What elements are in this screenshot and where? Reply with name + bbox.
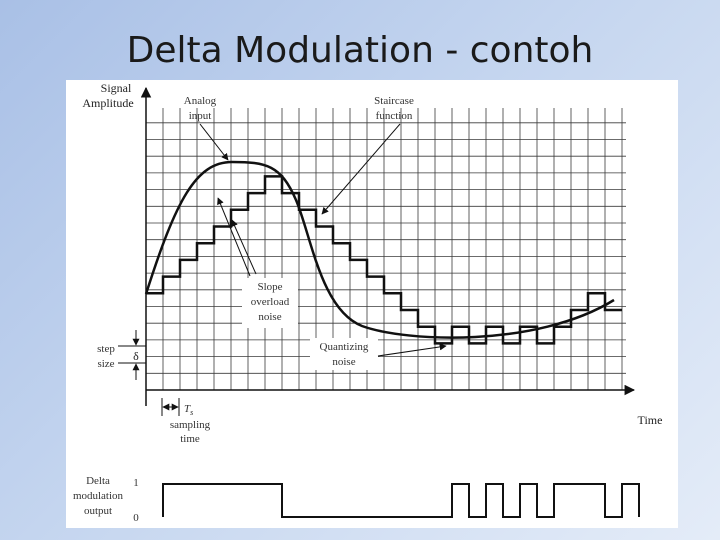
x-axis-label: Time [638, 413, 663, 427]
delta-modulation-bitstream [162, 483, 640, 518]
plot-grid [145, 108, 626, 391]
staircase-label-line1: Staircase [374, 95, 414, 107]
staircase-function [146, 175, 622, 345]
sampling-time-label-line2: time [180, 433, 200, 445]
quantizing-noise-label-line1: Quantizing [320, 341, 369, 353]
delta-modulation-figure: Signal Amplitude Time Analog input Stair… [66, 80, 678, 528]
output-label-line2: modulation [73, 490, 124, 502]
delta-modulation-diagram: Signal Amplitude Time Analog input Stair… [73, 81, 663, 524]
y-axis-label-line2: Amplitude [82, 96, 133, 110]
sampling-symbol-bg [180, 400, 200, 416]
slope-overload-label-bg [242, 278, 298, 328]
y-axis-label-line1: Signal [101, 81, 132, 95]
output-label-line1: Delta [86, 475, 110, 487]
step-size-label-line1: step [97, 343, 115, 355]
staircase-label-line2: function [376, 110, 413, 122]
step-size-label-line2: size [97, 358, 114, 370]
staircase-arrow [321, 123, 401, 215]
slope-overload-arrow-1 [217, 197, 251, 277]
output-level-high: 1 [133, 477, 139, 489]
quantizing-noise-label-line2: noise [332, 356, 355, 368]
analog-input-label-line2: input [189, 110, 212, 122]
slide-title: Delta Modulation - contoh [126, 30, 594, 71]
sampling-period-T: T [184, 403, 191, 415]
analog-input-label-line1: Analog [184, 95, 217, 107]
analog-input-curve [144, 160, 615, 339]
output-level-low: 0 [133, 512, 139, 524]
slope-overload-label-line3: noise [258, 311, 281, 323]
sampling-time-label-line1: sampling [170, 419, 211, 431]
quantizing-noise-label-bg [310, 338, 378, 370]
analog-input-arrow [199, 123, 229, 161]
slope-overload-label-line2: overload [251, 296, 290, 308]
slope-overload-arrow-2 [231, 219, 257, 275]
sampling-period-subscript: s [190, 408, 193, 417]
output-label-line3: output [84, 505, 112, 517]
quantizing-noise-arrow [377, 343, 447, 357]
slope-overload-label-line1: Slope [257, 281, 282, 293]
delta-symbol: δ [133, 349, 139, 363]
sampling-period-symbol: Ts [184, 403, 193, 417]
